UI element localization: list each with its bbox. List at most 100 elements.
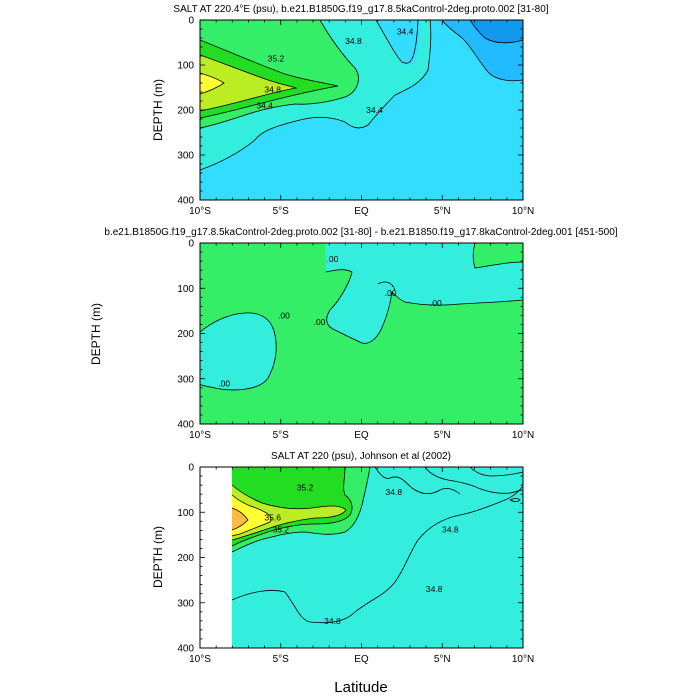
y-tick-label: 300 <box>177 374 194 385</box>
panel-3-contour-labels: 35.235.635.234.834.834.834.8 <box>264 482 459 626</box>
x-tick-label: EQ <box>354 654 369 665</box>
panel-1-x-ticks: 10°S 5°S EQ 5°N 10°N <box>189 20 534 217</box>
y-tick-label: 200 <box>177 106 194 117</box>
panel-2: b.e21.B1850G.f19_g17.8.5kaControl-2deg.p… <box>104 227 617 441</box>
fill-lime-region <box>232 485 346 540</box>
panel-3: SALT AT 220 (psu), Johnson et al (2002) … <box>151 451 534 665</box>
panel-2-title: b.e21.B1850G.f19_g17.8.5kaControl-2deg.p… <box>104 227 617 238</box>
fill-orange-core <box>232 508 248 530</box>
contour-label: .00 <box>278 310 290 320</box>
contour-line <box>200 39 339 119</box>
contour-line <box>325 269 523 344</box>
contour-label: 34.8 <box>426 584 443 594</box>
contour-label: 35.2 <box>268 54 285 64</box>
panel-2-contour-fills <box>200 243 523 424</box>
fill-lime-region <box>200 55 296 111</box>
x-tick-label: 10°N <box>512 206 534 217</box>
panel-3-ylabel: DEPTH (m) <box>151 526 165 588</box>
panel-3-x-ticks: 10°S 5°S EQ 5°N 10°N <box>189 467 534 665</box>
contour-label: .00 <box>385 288 397 298</box>
panel-2-y-ticks: 0 100 200 300 400 <box>177 239 523 431</box>
contour-line <box>200 54 298 112</box>
x-tick-label: 5°N <box>434 206 451 217</box>
y-tick-label: 100 <box>177 284 194 295</box>
shared-ylabel: DEPTH (m) <box>89 303 103 365</box>
contour-line <box>377 281 396 291</box>
contour-label: 34.4 <box>366 105 383 115</box>
contour-line <box>469 20 523 44</box>
contour-line <box>472 243 523 269</box>
contour-line <box>200 20 432 171</box>
y-tick-label: 200 <box>177 329 194 340</box>
x-tick-label: 10°N <box>512 654 534 665</box>
contour-line <box>231 467 371 553</box>
contour-line <box>231 494 272 537</box>
contour-line <box>469 467 523 477</box>
fill-green-patch <box>473 243 523 268</box>
x-tick-label: 5°S <box>273 206 290 217</box>
contour-label: 34.8 <box>386 487 403 497</box>
contour-label: 34.8 <box>264 84 281 94</box>
contour-label: 35.6 <box>264 513 281 523</box>
contour-label: .00 <box>314 317 326 327</box>
panel-1: SALT AT 220.4°E (psu), b.e21.B1850G.f19_… <box>151 4 549 217</box>
y-tick-label: 400 <box>177 420 194 431</box>
x-tick-label: 5°S <box>273 430 290 441</box>
fill-aqua-middle <box>325 243 523 344</box>
panel-3-contour-fills <box>200 467 523 648</box>
x-tick-label: 10°S <box>189 654 211 665</box>
contour-label: 35.2 <box>297 482 314 492</box>
contour-line <box>375 20 419 64</box>
y-tick-label: 300 <box>177 598 194 609</box>
y-tick-label: 200 <box>177 553 194 564</box>
x-tick-label: 10°S <box>189 430 211 441</box>
missing-data-region <box>200 467 232 648</box>
contour-line <box>231 484 347 541</box>
panel-1-title: SALT AT 220.4°E (psu), b.e21.B1850G.f19_… <box>173 4 548 15</box>
contour-label: .00 <box>430 298 442 308</box>
y-tick-label: 400 <box>177 196 194 207</box>
contour-label: 35.2 <box>272 524 289 534</box>
y-tick-label: 100 <box>177 61 194 72</box>
y-tick-label: 400 <box>177 644 194 655</box>
contour-line <box>200 72 225 95</box>
x-tick-label: 5°N <box>434 654 451 665</box>
contour-line <box>200 312 277 391</box>
figure-xlabel: Latitude <box>334 679 387 696</box>
contour-line <box>231 507 249 531</box>
fill-yellow-core <box>200 73 224 94</box>
contour-label: .00 <box>327 254 339 264</box>
contour-label: .00 <box>218 378 230 388</box>
fill-cyan-region <box>232 486 523 648</box>
contour-label: 34.8 <box>442 524 459 534</box>
y-tick-label: 100 <box>177 508 194 519</box>
y-tick-label: 300 <box>177 151 194 162</box>
panel-2-x-ticks: 10°S 5°S EQ 5°N 10°N <box>189 243 534 441</box>
contour-label: 34.4 <box>256 101 273 111</box>
panel-3-title: SALT AT 220 (psu), Johnson et al (2002) <box>271 451 451 462</box>
x-tick-label: 5°N <box>434 430 451 441</box>
y-tick-label: 0 <box>188 16 194 27</box>
contour-line <box>374 467 461 495</box>
fill-aqua-lower-left <box>200 312 277 390</box>
contour-line <box>231 467 353 547</box>
y-tick-label: 0 <box>188 239 194 250</box>
x-tick-label: 10°N <box>512 430 534 441</box>
contour-line <box>509 498 521 502</box>
x-tick-label: 10°S <box>189 206 211 217</box>
panel-1-contour-labels: 35.2 34.8 34.4 34.8 34.4 34.4 <box>256 26 414 115</box>
fill-blue-region <box>470 20 523 43</box>
panel-3-y-ticks: 0 100 200 300 400 <box>177 463 523 655</box>
contour-line <box>424 467 523 494</box>
x-tick-label: EQ <box>354 206 369 217</box>
contour-label: 34.4 <box>397 26 414 36</box>
contour-line <box>231 485 523 624</box>
panel-1-y-ticks: 0 100 200 300 400 <box>177 16 523 207</box>
contour-label: 34.8 <box>345 36 362 46</box>
panel-1-ylabel: DEPTH (m) <box>151 79 165 141</box>
contour-line <box>200 20 359 129</box>
fill-yellow-region <box>232 495 272 536</box>
x-tick-label: EQ <box>354 430 369 441</box>
panel-2-contour-labels: .00 .00 .00 .00 .00 .00 <box>218 254 442 388</box>
contour-label: 34.8 <box>324 616 341 626</box>
